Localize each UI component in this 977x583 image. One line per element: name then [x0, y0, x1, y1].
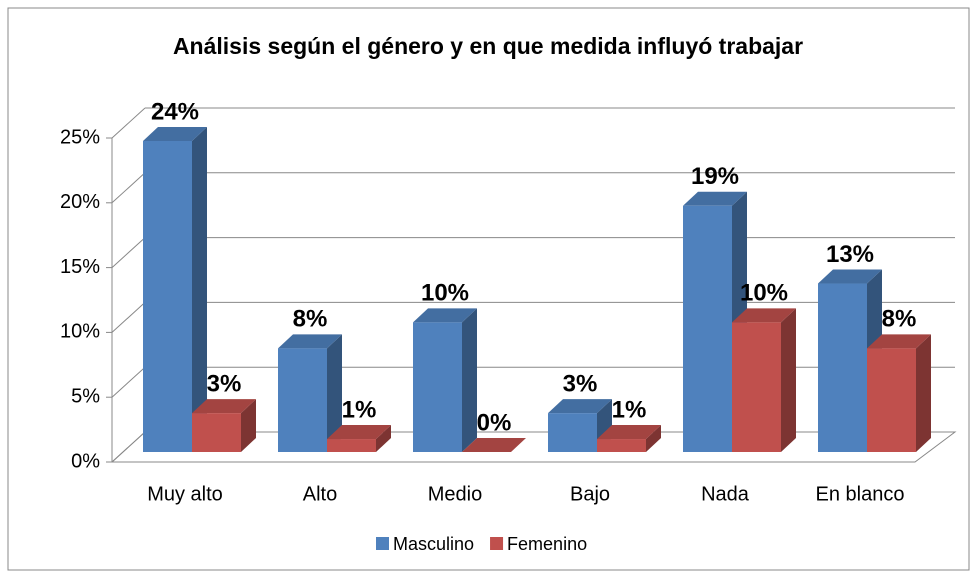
bar-side	[192, 126, 207, 453]
bar-top	[462, 438, 526, 452]
bar	[278, 348, 327, 452]
bar	[192, 413, 241, 452]
bar	[327, 439, 376, 452]
value-label: 13%	[826, 241, 874, 268]
chart-title: Análisis según el género y en que medida…	[173, 33, 803, 59]
bar-top	[732, 308, 796, 323]
y-tick-label: 10%	[60, 321, 100, 343]
y-tick-label: 0%	[71, 450, 100, 472]
x-tick-label: Nada	[701, 483, 750, 505]
bar-top	[867, 334, 931, 349]
bar-top	[548, 399, 612, 414]
value-label: 19%	[691, 163, 739, 190]
bar-side	[781, 308, 796, 452]
x-tick-label: Muy alto	[147, 483, 223, 505]
bar-top	[597, 425, 661, 440]
grid-slant	[111, 237, 146, 268]
bar-side	[462, 308, 477, 452]
bar-top	[327, 425, 391, 440]
legend-swatch	[490, 537, 504, 550]
grid-slant	[111, 107, 146, 139]
legend-swatch	[376, 537, 389, 550]
bar-side	[646, 425, 661, 452]
bar	[683, 205, 732, 452]
grid-slant	[111, 431, 146, 463]
bar	[732, 322, 781, 452]
bar-side	[916, 334, 931, 452]
bar-top	[683, 191, 747, 206]
value-label: 3%	[563, 370, 598, 397]
y-tick-label: 5%	[71, 385, 100, 407]
value-label: 1%	[612, 396, 647, 423]
value-label: 10%	[421, 280, 469, 307]
y-tick-label: 15%	[60, 256, 100, 278]
bar-side	[327, 334, 342, 452]
x-tick-label: Medio	[428, 483, 482, 505]
bar	[413, 322, 462, 452]
value-label: 0%	[477, 409, 512, 436]
bar-top	[413, 308, 477, 323]
bar-top	[192, 399, 256, 414]
legend-label: Masculino	[393, 534, 474, 554]
value-label: 10%	[740, 280, 788, 307]
grid-slant	[111, 172, 146, 204]
value-label: 24%	[151, 98, 199, 125]
grid-slant	[111, 302, 146, 333]
bar	[597, 439, 646, 452]
bar-top	[818, 269, 882, 284]
x-tick-label: Alto	[303, 483, 337, 505]
bar	[818, 283, 867, 452]
y-tick-label: 25%	[60, 126, 100, 148]
bar	[548, 413, 597, 452]
bar	[143, 140, 192, 452]
y-tick-label: 20%	[60, 191, 100, 213]
value-label: 8%	[293, 306, 328, 333]
bar-side	[376, 425, 391, 452]
bar	[867, 348, 916, 452]
value-label: 3%	[207, 370, 242, 397]
x-tick-label: Bajo	[570, 483, 610, 505]
bar-top	[143, 126, 207, 141]
legend-label: Femenino	[507, 534, 587, 554]
bar-top	[278, 334, 342, 349]
x-tick-label: En blanco	[816, 483, 905, 505]
value-label: 8%	[882, 306, 917, 333]
grid-slant	[111, 366, 146, 398]
value-label: 1%	[342, 396, 377, 423]
bar-side	[241, 399, 256, 452]
